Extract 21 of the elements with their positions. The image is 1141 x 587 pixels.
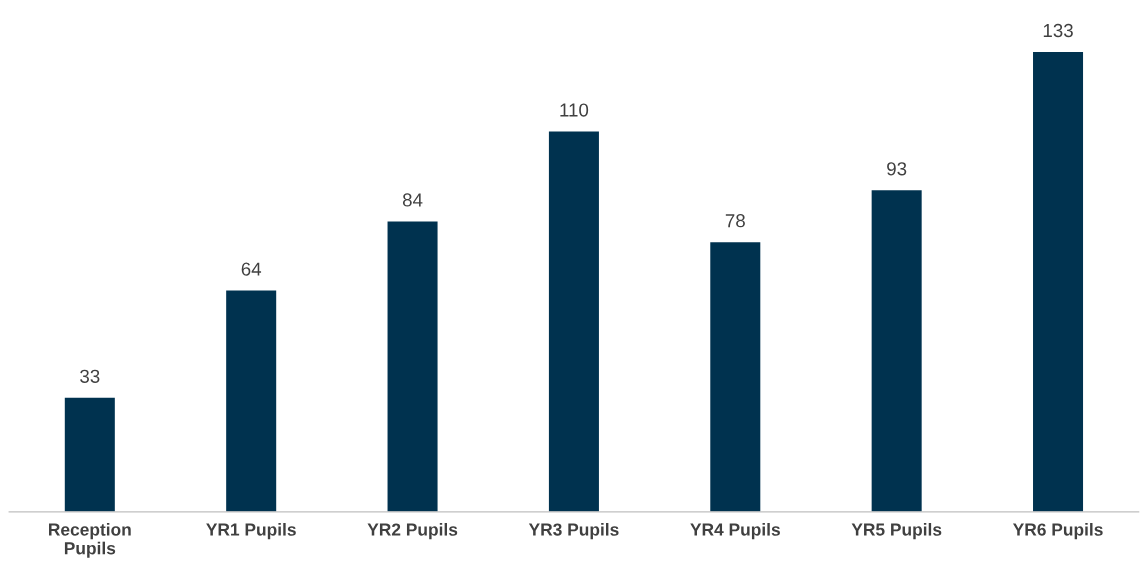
bar	[710, 242, 761, 512]
bar	[1033, 51, 1084, 512]
x-tick-label: YR4 Pupils	[690, 522, 780, 540]
x-tick-label: YR2 Pupils	[367, 522, 458, 540]
bar	[548, 131, 599, 512]
data-label: 133	[1043, 23, 1073, 38]
data-label: 33	[80, 369, 100, 383]
x-tick-label: Reception Pupils	[49, 522, 131, 558]
bar	[387, 221, 438, 512]
data-label: 110	[560, 103, 589, 117]
bar	[226, 290, 277, 512]
bar	[871, 190, 922, 512]
data-label: 64	[241, 262, 262, 276]
data-label: 84	[402, 193, 423, 207]
x-tick-label: YR3 Pupils	[528, 522, 619, 540]
data-label: 78	[725, 214, 745, 228]
x-tick-label: YR5 Pupils	[851, 522, 942, 540]
data-label: 93	[887, 162, 907, 176]
bar	[64, 397, 115, 512]
x-tick-label: YR6 Pupils	[1012, 522, 1103, 540]
x-tick-label: YR1 Pupils	[206, 522, 296, 540]
